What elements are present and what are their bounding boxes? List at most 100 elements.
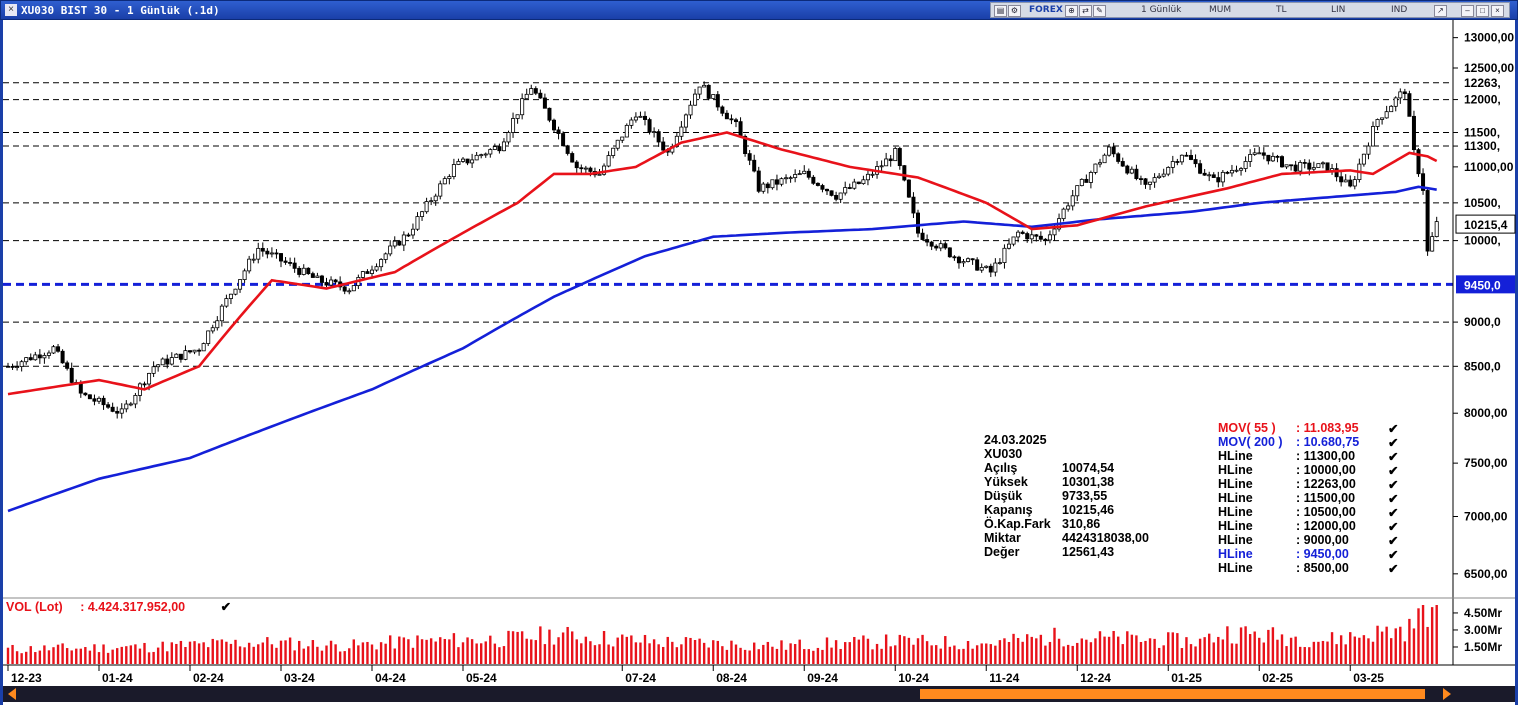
volume-bar — [511, 631, 515, 664]
check-icon[interactable]: ✔ — [1388, 520, 1399, 534]
check-icon[interactable]: ✔ — [1388, 464, 1399, 478]
settings-icon[interactable]: ⚙ — [1008, 5, 1021, 17]
volume-bar — [1167, 632, 1170, 664]
candle-body — [884, 158, 889, 167]
candle-body — [1066, 205, 1071, 210]
scrollbar-thumb[interactable] — [920, 689, 1425, 699]
candle-body — [342, 286, 347, 292]
print-icon[interactable]: ▤ — [994, 5, 1007, 17]
candle-body — [925, 239, 930, 243]
volume-bar — [889, 646, 892, 664]
candle-body — [1157, 175, 1162, 179]
volume-bar — [434, 641, 437, 664]
indicator-selector[interactable]: IND — [1391, 5, 1408, 15]
check-icon[interactable]: ✔ — [1388, 492, 1399, 506]
legend-value: : 12263,00 — [1296, 477, 1356, 491]
volume-bar — [639, 642, 642, 664]
volume-bar — [370, 644, 374, 664]
volume-bar — [925, 641, 929, 664]
volume-bar — [429, 638, 433, 664]
volume-bar — [507, 630, 510, 664]
candle-body — [788, 177, 793, 180]
volume-bar — [894, 645, 897, 664]
candle-body — [310, 273, 315, 278]
check-icon[interactable]: ✔ — [1388, 450, 1399, 464]
candle-body — [169, 357, 174, 365]
info-value: 12561,43 — [1062, 545, 1115, 559]
price-chart[interactable]: 13000,00 12500,00 12000, 11500,11300, 11000,… — [0, 20, 1518, 705]
x-tick-label: 02-25 — [1262, 671, 1293, 685]
y-tick-label: 7000,00 — [1464, 509, 1508, 523]
window-close-icon[interactable]: × — [1491, 5, 1504, 17]
volume-bar — [389, 635, 392, 664]
candle-body — [1320, 162, 1325, 165]
candle-body — [87, 394, 92, 400]
close-icon[interactable]: × — [5, 4, 17, 16]
minimize-icon[interactable]: – — [1461, 5, 1474, 17]
volume-bar — [853, 636, 856, 664]
check-icon[interactable]: ✔ — [1388, 548, 1399, 562]
candle-body — [501, 141, 506, 152]
volume-bar — [1403, 641, 1407, 664]
candle-body — [1216, 177, 1221, 183]
candle-body — [251, 258, 256, 261]
volume-bar — [998, 640, 1002, 664]
check-icon[interactable]: ✔ — [1388, 478, 1399, 492]
candle-body — [1125, 165, 1130, 174]
currency-selector[interactable]: TL — [1276, 5, 1287, 15]
volume-bar — [329, 640, 333, 664]
last-price-label: 10215,4 — [1464, 218, 1508, 232]
volume-bar — [1280, 634, 1284, 664]
period-selector[interactable]: 1 Günlük — [1141, 5, 1182, 15]
volume-bar — [1007, 641, 1011, 664]
volume-bar — [1057, 638, 1061, 664]
y-tick-label: 13000,00 — [1464, 31, 1514, 45]
check-icon[interactable]: ✔ — [1388, 436, 1399, 450]
check-icon[interactable]: ✔ — [1388, 422, 1399, 436]
volume-bar — [29, 646, 32, 664]
candle-body — [374, 266, 379, 271]
candle-body — [119, 408, 124, 414]
info-label: Yüksek — [984, 475, 1028, 489]
compare-icon[interactable]: ⇄ — [1079, 5, 1092, 17]
volume-bar — [379, 642, 383, 664]
candle-body — [984, 265, 989, 268]
candle-body — [1421, 173, 1426, 191]
candle-body — [178, 353, 183, 360]
candle-body — [483, 153, 488, 156]
check-icon[interactable]: ✔ — [1388, 506, 1399, 520]
candle-body — [406, 234, 411, 237]
candle-body — [1148, 181, 1153, 185]
check-icon[interactable]: ✔ — [220, 600, 232, 614]
candle-body — [83, 392, 88, 396]
scale-selector[interactable]: LIN — [1331, 5, 1346, 15]
x-tick-label: 05-24 — [466, 671, 497, 685]
volume-bar — [1012, 633, 1015, 664]
volume-bar — [589, 641, 592, 664]
link-icon[interactable]: ↗ — [1434, 5, 1447, 17]
volume-bar — [980, 643, 983, 664]
chart-type-selector[interactable]: MUM — [1209, 5, 1232, 15]
check-icon[interactable]: ✔ — [1388, 562, 1399, 576]
draw-icon[interactable]: ✎ — [1093, 5, 1106, 17]
candle-body — [929, 241, 934, 247]
candle-body — [233, 288, 238, 295]
candle-body — [1138, 178, 1143, 181]
volume-bar — [871, 649, 874, 664]
volume-bar — [753, 642, 756, 664]
forex-button[interactable]: FOREX — [1029, 5, 1063, 15]
volume-bar — [916, 638, 920, 664]
volume-bar — [648, 643, 651, 664]
candle-body — [916, 212, 921, 234]
volume-bar — [416, 635, 419, 664]
candle-body — [1166, 166, 1171, 175]
volume-bar — [197, 643, 201, 664]
maximize-icon[interactable]: □ — [1476, 5, 1489, 17]
candle-body — [847, 187, 852, 189]
candle-body — [966, 258, 971, 262]
zoom-icon[interactable]: ⊕ — [1065, 5, 1078, 17]
volume-bar — [953, 645, 956, 664]
candle-body — [1352, 179, 1357, 187]
candle-body — [278, 253, 283, 262]
check-icon[interactable]: ✔ — [1388, 534, 1399, 548]
